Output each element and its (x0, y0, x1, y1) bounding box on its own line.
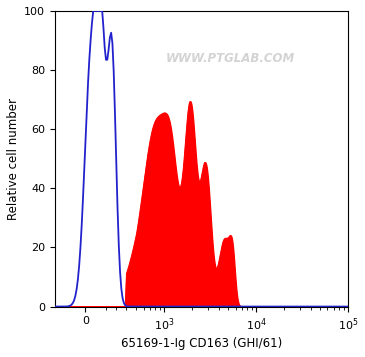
Y-axis label: Relative cell number: Relative cell number (7, 98, 20, 220)
Text: WWW.PTGLAB.COM: WWW.PTGLAB.COM (166, 52, 295, 65)
X-axis label: 65169-1-Ig CD163 (GHI/61): 65169-1-Ig CD163 (GHI/61) (121, 337, 282, 350)
